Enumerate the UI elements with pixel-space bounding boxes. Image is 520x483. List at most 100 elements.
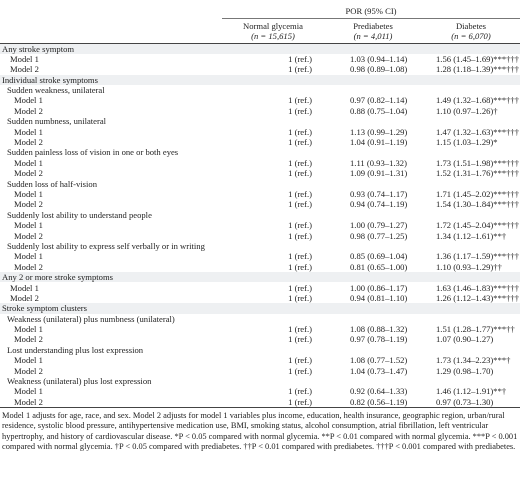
- table-row: Model 1 1 (ref.) 0.85 (0.69–1.04) 1.36 (1.1…: [0, 251, 520, 261]
- normal-glycemia-value: 1 (ref.): [288, 334, 312, 345]
- empty-cell: [324, 272, 422, 283]
- column-n-prediabetes: (n = 4,011): [324, 31, 422, 44]
- diabetes-value: 1.07 (0.90–1.27): [436, 334, 494, 345]
- empty-cell: [222, 314, 324, 324]
- por-group-header: POR (95% CI): [222, 0, 520, 16]
- row-label: Model 2: [14, 261, 43, 272]
- subsection-row: Suddenly lost ability to understand peop…: [0, 210, 520, 220]
- table-row: Model 2 1 (ref.) 0.94 (0.74–1.19) 1.54 (1.3…: [0, 199, 520, 209]
- normal-glycemia-value: 1 (ref.): [288, 251, 312, 262]
- row-label: Weakness (unilateral) plus lost expressi…: [7, 376, 152, 387]
- prediabetes-value: 0.97 (0.82–1.14): [350, 95, 408, 106]
- row-label: Model 2: [14, 396, 43, 407]
- table-row: Model 2 1 (ref.) 0.94 (0.81–1.10) 1.26 (1.1…: [0, 293, 520, 303]
- empty-cell: [324, 303, 422, 314]
- prediabetes-value: 1.08 (0.88–1.32): [350, 324, 408, 335]
- empty-cell: [324, 210, 422, 220]
- empty-cell: [324, 85, 422, 95]
- diabetes-value: 1.36 (1.17–1.59)***†††: [436, 251, 520, 262]
- prediabetes-value: 1.13 (0.99–1.29): [350, 126, 408, 137]
- table-row: Model 2 1 (ref.) 0.81 (0.65–1.00) 1.10 (0.9…: [0, 262, 520, 272]
- row-label: Sudden numbness, unilateral: [7, 116, 107, 127]
- empty-cell: [422, 345, 520, 355]
- normal-glycemia-value: 1 (ref.): [288, 95, 312, 106]
- table-row: Model 2 1 (ref.) 1.09 (0.91–1.31) 1.52 (1.3…: [0, 168, 520, 178]
- table-row: Model 1 1 (ref.) 1.03 (0.94–1.14) 1.56 (1.4…: [0, 54, 520, 64]
- diabetes-value: 1.56 (1.45–1.69)***†††: [436, 53, 520, 64]
- diabetes-value: 1.72 (1.45–2.04)***†††: [436, 220, 520, 231]
- table-row: Model 1 1 (ref.) 1.11 (0.93–1.32) 1.73 (1.5…: [0, 158, 520, 168]
- empty-cell: [422, 376, 520, 386]
- subsection-row: Suddenly lost ability to express self ve…: [0, 241, 520, 251]
- subsection-row: Sudden painless loss of vision in one or…: [0, 147, 520, 157]
- diabetes-value: 1.10 (0.93–1.29)††: [436, 261, 502, 272]
- normal-glycemia-value: 1 (ref.): [288, 137, 312, 148]
- prediabetes-value: 1.03 (0.94–1.14): [350, 53, 408, 64]
- diabetes-value: 1.46 (1.12–1.91)**†: [436, 386, 507, 397]
- table-row: Model 1 1 (ref.) 1.00 (0.86–1.17) 1.63 (1.4…: [0, 282, 520, 293]
- empty-cell: [324, 74, 422, 85]
- row-label: Lost understanding plus lost expression: [7, 344, 144, 355]
- empty-cell: [422, 272, 520, 283]
- section-row: Any stroke symptom: [0, 43, 520, 54]
- normal-glycemia-value: 1 (ref.): [288, 365, 312, 376]
- prediabetes-value: 1.00 (0.79–1.27): [350, 220, 408, 231]
- empty-cell: [222, 272, 324, 283]
- table-row: Model 1 1 (ref.) 1.00 (0.79–1.27) 1.72 (1.4…: [0, 220, 520, 230]
- normal-glycemia-value: 1 (ref.): [288, 188, 312, 199]
- row-label: Model 2: [14, 168, 43, 179]
- subsection-row: Sudden weakness, unilateral: [0, 85, 520, 95]
- normal-glycemia-value: 1 (ref.): [288, 282, 312, 293]
- row-label: Model 2: [10, 64, 39, 75]
- subsection-row: Sudden loss of half-vision: [0, 179, 520, 189]
- prediabetes-value: 0.82 (0.56–1.19): [350, 396, 408, 407]
- diabetes-value: 0.97 (0.73–1.30): [436, 396, 494, 407]
- normal-glycemia-value: 1 (ref.): [288, 199, 312, 210]
- row-label: Model 2: [10, 292, 39, 303]
- table-footnote: Model 1 adjusts for age, race, and sex. …: [2, 410, 518, 451]
- diabetes-value: 1.73 (1.34–2.23)***†: [436, 355, 511, 366]
- empty-cell: [222, 376, 324, 386]
- row-label: Stroke symptom clusters: [0, 303, 222, 314]
- prediabetes-value: 1.00 (0.86–1.17): [350, 282, 408, 293]
- row-label: Model 2: [14, 105, 43, 116]
- table-row: Model 1 1 (ref.) 1.08 (0.77–1.52) 1.73 (1.3…: [0, 355, 520, 365]
- empty-cell: [324, 147, 422, 157]
- normal-glycemia-value: 1 (ref.): [288, 355, 312, 366]
- table-row: Model 1 1 (ref.) 1.08 (0.88–1.32) 1.51 (1.2…: [0, 324, 520, 334]
- prediabetes-value: 0.94 (0.81–1.10): [350, 292, 408, 303]
- table-row: Model 2 1 (ref.) 0.88 (0.75–1.04) 1.10 (0.9…: [0, 106, 520, 116]
- empty-cell: [222, 85, 324, 95]
- empty-cell: [422, 74, 520, 85]
- section-row: Any 2 or more stroke symptoms: [0, 272, 520, 283]
- normal-glycemia-value: 1 (ref.): [288, 396, 312, 407]
- diabetes-value: 1.47 (1.32–1.63)***†††: [436, 126, 520, 137]
- empty-cell: [222, 116, 324, 126]
- table-row: Model 2 1 (ref.) 1.04 (0.91–1.19) 1.15 (1.0…: [0, 137, 520, 147]
- row-label: Individual stroke symptoms: [0, 74, 222, 85]
- column-header-normal: Normal glycemia: [243, 21, 303, 32]
- prediabetes-value: 0.81 (0.65–1.00): [350, 261, 408, 272]
- row-label: Suddenly lost ability to express self ve…: [7, 240, 205, 251]
- table-row: Model 2 1 (ref.) 0.97 (0.78–1.19) 1.07 (0.9…: [0, 334, 520, 344]
- empty-cell: [324, 314, 422, 324]
- empty-cell: [422, 85, 520, 95]
- table-row: Model 1 1 (ref.) 0.93 (0.74–1.17) 1.71 (1.4…: [0, 189, 520, 199]
- empty-cell: [324, 43, 422, 54]
- normal-glycemia-value: 1 (ref.): [288, 105, 312, 116]
- empty-cell: [222, 43, 324, 54]
- row-label: Sudden weakness, unilateral: [7, 85, 105, 96]
- normal-glycemia-value: 1 (ref.): [288, 230, 312, 241]
- empty-cell: [222, 147, 324, 157]
- por-table: POR (95% CI) Normal glycemia Prediabetes…: [0, 0, 520, 409]
- prediabetes-value: 0.93 (0.74–1.17): [350, 188, 408, 199]
- row-label: Model 1: [14, 355, 43, 366]
- empty-cell: [222, 179, 324, 189]
- prediabetes-value: 0.98 (0.89–1.08): [350, 64, 408, 75]
- diabetes-value: 1.15 (1.03–1.29)*: [436, 137, 498, 148]
- normal-glycemia-value: 1 (ref.): [288, 168, 312, 179]
- row-label: Model 2: [14, 230, 43, 241]
- table-row: Model 2 1 (ref.) 0.98 (0.77–1.25) 1.34 (1.1…: [0, 230, 520, 241]
- empty-cell: [324, 345, 422, 355]
